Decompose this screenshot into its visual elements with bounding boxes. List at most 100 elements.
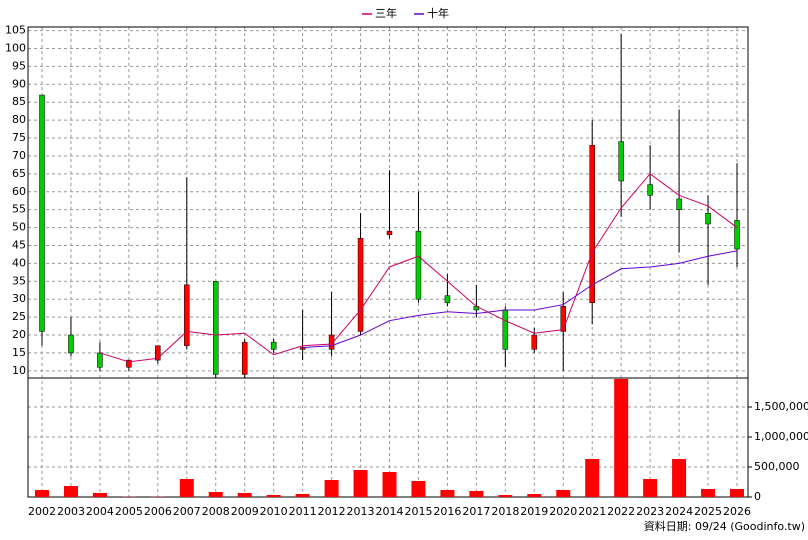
x-tick-label: 2018 xyxy=(491,505,519,518)
candle-body xyxy=(97,352,103,368)
candle-body xyxy=(213,281,219,375)
candle-body xyxy=(647,184,653,196)
candle-body xyxy=(184,284,190,347)
y-tick-label: 30 xyxy=(12,292,26,305)
y-tick-label: 95 xyxy=(12,59,26,72)
y-tick-label: 70 xyxy=(12,149,26,162)
candle-body xyxy=(39,94,45,332)
ma-line xyxy=(302,250,738,349)
y-tick-label: 65 xyxy=(12,167,26,180)
candle-body xyxy=(705,212,711,225)
volume-bar xyxy=(469,490,484,497)
candle-body xyxy=(531,334,538,350)
y-tick-label: 25 xyxy=(12,310,26,323)
y-tick-label: 40 xyxy=(12,256,26,269)
y-tick-label: 35 xyxy=(12,274,26,287)
volume-bar xyxy=(35,489,49,497)
candle-body xyxy=(618,141,624,182)
x-tick-label: 2016 xyxy=(433,505,461,518)
volume-bar xyxy=(295,493,310,497)
y-tick-label: 90 xyxy=(12,77,26,90)
volume-bar xyxy=(92,492,107,497)
x-tick-label: 2009 xyxy=(231,505,259,518)
candle-body xyxy=(386,230,393,235)
candle-body xyxy=(676,198,682,210)
candle-body xyxy=(270,341,277,350)
x-tick-label: 2003 xyxy=(57,505,85,518)
x-tick-label: 2023 xyxy=(636,505,664,518)
x-tick-label: 2013 xyxy=(347,505,375,518)
x-tick-label: 2025 xyxy=(694,505,722,518)
y-tick-label: 75 xyxy=(12,131,26,144)
volume-bar xyxy=(498,495,513,497)
legend-label: 三年 xyxy=(375,6,397,20)
candle-body xyxy=(241,341,248,375)
y2-tick-label: 1,500,000 xyxy=(754,400,808,413)
x-tick-label: 2010 xyxy=(260,505,288,518)
x-tick-label: 2022 xyxy=(607,505,635,518)
candle-body xyxy=(589,144,595,304)
x-tick-label: 2024 xyxy=(665,505,693,518)
y-tick-label: 60 xyxy=(12,185,26,198)
y-tick-label: 20 xyxy=(12,328,26,341)
volume-bar xyxy=(353,469,368,497)
y-tick-label: 105 xyxy=(5,24,26,37)
ma-line xyxy=(99,173,738,363)
volume-bar xyxy=(179,478,194,497)
x-tick-label: 2005 xyxy=(115,505,143,518)
y-tick-label: 80 xyxy=(12,113,26,126)
y-tick-label: 45 xyxy=(12,238,26,251)
volume-bar xyxy=(730,489,744,497)
plot-background xyxy=(28,27,748,497)
y2-tick-label: 500,000 xyxy=(754,460,800,473)
volume-bar xyxy=(614,378,629,497)
y-tick-label: 100 xyxy=(5,41,26,54)
volume-bar xyxy=(440,489,455,497)
candle-body xyxy=(68,334,74,354)
x-tick-label: 2004 xyxy=(86,505,114,518)
candle-body xyxy=(502,309,509,350)
x-tick-label: 2015 xyxy=(404,505,432,518)
volume-bar xyxy=(585,459,600,497)
candle-body xyxy=(126,359,132,368)
candle-body xyxy=(357,238,364,332)
x-tick-label: 2021 xyxy=(578,505,606,518)
x-tick-label: 2011 xyxy=(289,505,317,518)
x-tick-label: 2008 xyxy=(202,505,230,518)
volume-bar xyxy=(266,495,281,497)
volume-bar xyxy=(672,459,687,497)
candle-body xyxy=(734,220,740,250)
candle-body xyxy=(155,345,161,361)
volume-bar xyxy=(643,478,658,497)
x-tick-label: 2006 xyxy=(144,505,172,518)
x-tick-label: 2017 xyxy=(462,505,490,518)
volume-bar xyxy=(411,480,426,497)
x-tick-label: 2012 xyxy=(318,505,346,518)
y-tick-label: 55 xyxy=(12,203,26,216)
volume-bar xyxy=(556,489,571,497)
candle-body xyxy=(328,334,335,350)
y-tick-label: 10 xyxy=(12,364,26,377)
volume-bar xyxy=(701,489,716,497)
y-tick-label: 15 xyxy=(12,346,26,359)
y-tick-label: 85 xyxy=(12,95,26,108)
volume-bar xyxy=(63,486,78,497)
x-tick-label: 2007 xyxy=(173,505,201,518)
volume-bar xyxy=(527,493,542,497)
y2-tick-label: 1,000,000 xyxy=(754,430,808,443)
volume-bar xyxy=(382,471,397,497)
candle-body xyxy=(560,306,566,332)
candle-body xyxy=(444,295,451,304)
x-tick-label: 2026 xyxy=(723,505,751,518)
y-tick-label: 50 xyxy=(12,221,26,234)
x-tick-label: 2002 xyxy=(28,505,56,518)
volume-bar xyxy=(208,492,223,497)
source-note: 資料日期: 09/24 (Goodinfo.tw) xyxy=(644,519,805,533)
candle-body xyxy=(415,230,422,300)
volume-bar xyxy=(237,492,252,497)
x-tick-label: 2014 xyxy=(376,505,404,518)
x-tick-label: 2020 xyxy=(549,505,577,518)
x-tick-label: 2019 xyxy=(520,505,548,518)
